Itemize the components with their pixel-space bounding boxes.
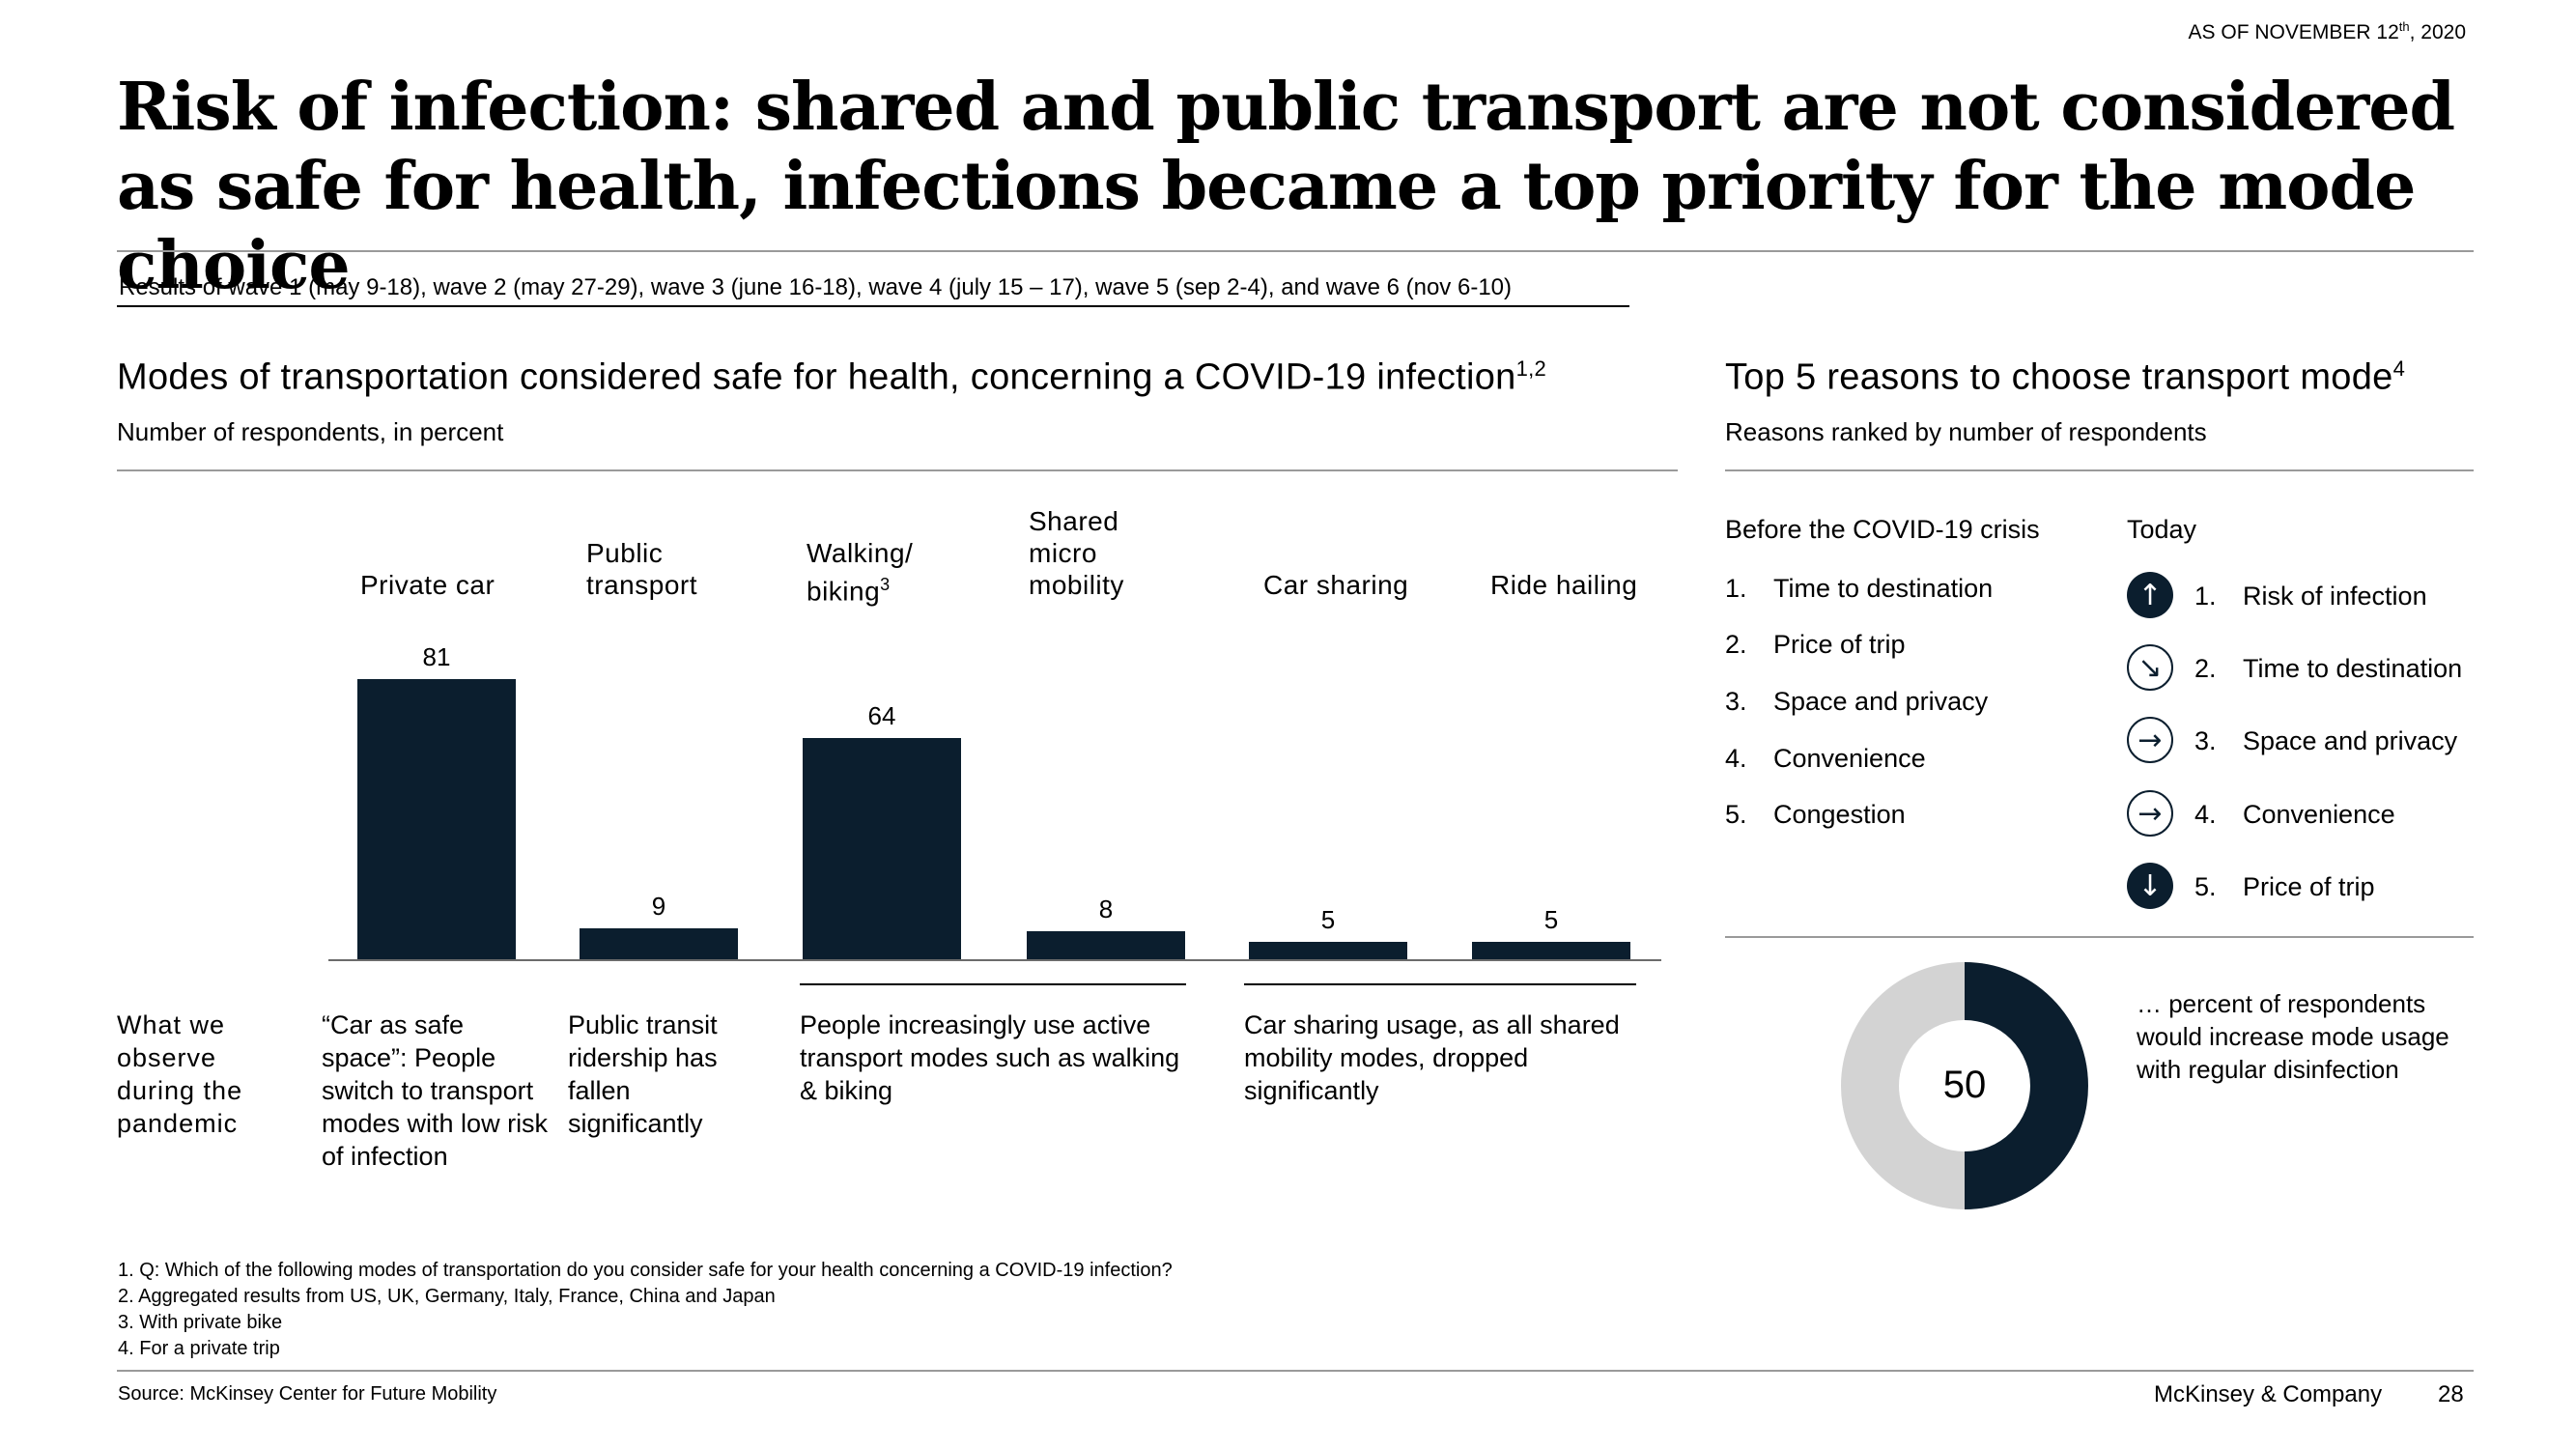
reasons-title: Top 5 reasons to choose transport mode4 — [1725, 356, 2406, 398]
as-of-date: AS OF NOVEMBER 12th, 2020 — [2188, 19, 2466, 43]
today-reason-label: Risk of infection — [2243, 582, 2427, 611]
category-label: Public transport — [586, 537, 697, 601]
donut-value-segment — [1964, 962, 2088, 1209]
arrow-right-icon: → — [2127, 790, 2173, 837]
category-label: Ride hailing — [1490, 569, 1637, 601]
reasons-subtitle: Reasons ranked by number of respondents — [1725, 417, 2207, 446]
observe-group-underline-shared — [1244, 983, 1636, 985]
category-label-line: mobility — [1029, 570, 1124, 600]
bar-value-label: 8 — [1098, 895, 1114, 923]
bar-4 — [1249, 942, 1407, 959]
bar-0 — [357, 679, 516, 959]
today-heading: Today — [2127, 515, 2197, 544]
chart-header-divider — [117, 469, 1678, 471]
before-reason-label: Convenience — [1773, 744, 1926, 773]
category-label-line: transport — [586, 570, 697, 600]
today-reason-num: 5. — [2194, 872, 2217, 901]
before-reason-label: Congestion — [1773, 800, 1906, 829]
subtitle-underline — [117, 305, 1629, 307]
brand-name: McKinsey & Company — [2154, 1381, 2383, 1407]
category-label: Car sharing — [1263, 569, 1408, 601]
observe-public-transport: Public transit ridership has fallen sign… — [568, 1010, 718, 1138]
category-label-sup: 3 — [880, 575, 891, 594]
page-title: Risk of infection: shared and public tra… — [117, 69, 2455, 304]
before-reason-num: 1. — [1725, 574, 1747, 603]
reasons-header-divider — [1725, 469, 2474, 471]
observe-car-sharing: Car sharing usage, as all shared mobilit… — [1244, 1010, 1620, 1105]
before-reason-label: Space and privacy — [1773, 687, 1989, 716]
survey-waves-subtitle: Results of wave 1 (may 9-18), wave 2 (ma… — [119, 274, 1513, 300]
donut-value-label: 50 — [1943, 1064, 1987, 1106]
reasons-bottom-divider — [1725, 936, 2474, 938]
before-reason-label: Price of trip — [1773, 630, 1906, 659]
observe-private-car: “Car as safe space”: People switch to tr… — [322, 1010, 549, 1171]
bar-5 — [1472, 942, 1630, 959]
arrow-right-icon: → — [2127, 717, 2173, 763]
bar-value-label: 9 — [651, 892, 666, 921]
category-label: Shared micro mobility — [1029, 505, 1124, 601]
today-reason-num: 3. — [2194, 726, 2217, 755]
category-label-line: Shared — [1029, 506, 1119, 536]
before-reason-num: 5. — [1725, 800, 1747, 829]
bar-3 — [1027, 931, 1185, 959]
source-note: Source: McKinsey Center for Future Mobil… — [118, 1383, 497, 1405]
before-reason-num: 3. — [1725, 687, 1747, 716]
footer-divider — [117, 1370, 2474, 1372]
page-number: 28 — [2438, 1381, 2464, 1407]
category-label-line: Ride hailing — [1490, 570, 1638, 600]
before-reason-num: 4. — [1725, 744, 1747, 773]
today-reason-num: 4. — [2194, 800, 2217, 829]
before-crisis-heading: Before the COVID-19 crisis — [1725, 515, 2040, 544]
arrow-down-icon: ↓ — [2127, 863, 2173, 909]
category-label-line: Car sharing — [1263, 570, 1409, 600]
category-label-line: Private car — [360, 570, 495, 600]
category-label-line: Walking/ — [807, 538, 914, 568]
bar-value-label: 5 — [1320, 905, 1336, 934]
footnote: 4. For a private trip — [118, 1338, 280, 1359]
category-label-line: Public — [586, 538, 664, 568]
today-reason-num: 2. — [2194, 654, 2217, 683]
observe-group-underline-active — [800, 983, 1186, 985]
today-reason-label: Time to destination — [2243, 654, 2463, 683]
today-reason-label: Convenience — [2243, 800, 2395, 829]
today-reason-label: Price of trip — [2243, 872, 2375, 901]
observe-heading: What we observe during the pandemic — [117, 1010, 243, 1138]
donut-caption: … percent of respondents would increase … — [2137, 989, 2449, 1084]
bar-2 — [803, 738, 961, 959]
title-divider — [117, 250, 2474, 252]
today-reason-num: 1. — [2194, 582, 2217, 611]
footnote: 2. Aggregated results from US, UK, Germa… — [118, 1286, 776, 1307]
bar-value-label: 64 — [867, 701, 896, 730]
category-label: Walking/biking3 — [807, 537, 913, 607]
category-label-line: micro — [1029, 538, 1097, 568]
footnote: 3. With private bike — [118, 1312, 283, 1333]
before-reason-num: 2. — [1725, 630, 1747, 659]
arrow-up-icon: ↑ — [2127, 572, 2173, 618]
bar-value-label: 81 — [422, 642, 451, 671]
bar-value-label: 5 — [1543, 905, 1559, 934]
chart-baseline — [328, 959, 1661, 961]
chart-title: Modes of transportation considered safe … — [117, 356, 1547, 398]
arrow-down-right-icon: ↘ — [2127, 644, 2173, 691]
observe-walking-biking: People increasingly use active transport… — [800, 1010, 1180, 1105]
today-reason-label: Space and privacy — [2243, 726, 2458, 755]
category-label-line: biking3 — [807, 575, 891, 607]
before-reason-label: Time to destination — [1773, 574, 1994, 603]
donut-chart: 50 — [1841, 962, 2088, 1209]
category-label: Private car — [360, 569, 495, 601]
chart-subtitle: Number of respondents, in percent — [117, 417, 504, 446]
bar-1 — [580, 928, 738, 959]
footnote: 1. Q: Which of the following modes of tr… — [118, 1260, 1173, 1281]
